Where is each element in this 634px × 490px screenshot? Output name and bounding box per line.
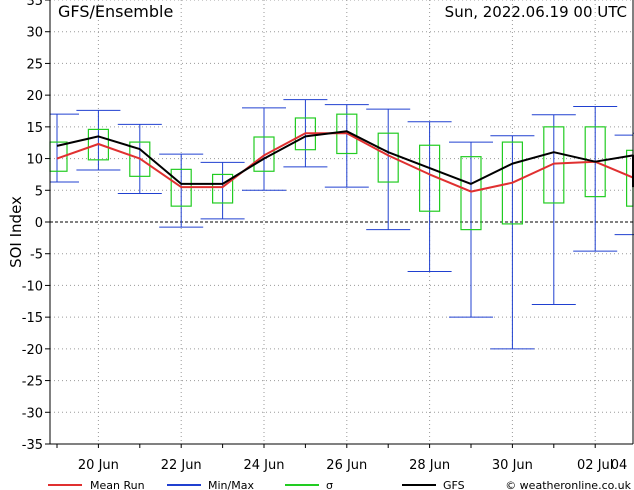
min-max-whisker — [573, 106, 618, 252]
x-tick-label: 26 Jun — [326, 458, 367, 473]
y-tick-label: 15 — [26, 121, 43, 136]
sigma-box — [377, 132, 399, 183]
min-max-whisker — [531, 114, 576, 305]
y-tick-label: -5 — [30, 248, 43, 263]
legend-label-sigma: σ — [326, 479, 333, 490]
y-tick-label: -35 — [22, 438, 43, 453]
sigma-box — [212, 173, 234, 204]
chart-title: GFS/Ensemble — [58, 2, 173, 21]
min-max-whisker — [407, 121, 452, 272]
legend-label-min-max: Min/Max — [208, 479, 254, 490]
x-tick-label: 28 Jun — [409, 458, 450, 473]
sigma-box — [543, 126, 565, 204]
y-tick-label: 30 — [26, 26, 43, 41]
run-date: Sun, 2022.06.19 00 UTC — [445, 3, 627, 21]
x-tick-label: 22 Jun — [161, 458, 202, 473]
sigma-box — [87, 128, 110, 161]
legend-label-gfs: GFS — [443, 479, 465, 490]
min-max-whisker — [200, 161, 245, 220]
x-tick-label: 20 Jun — [78, 458, 119, 473]
x-tick-label: 24 Jun — [244, 458, 285, 473]
y-tick-label: -20 — [22, 343, 43, 358]
y-axis: 35 30 25 20 15 10 5 0 -5 -10 -15 -20 -25 -30 -35 — [22, 0, 50, 453]
y-tick-label: 20 — [26, 89, 43, 104]
y-tick-label: -25 — [22, 375, 43, 390]
min-max-whisker — [159, 153, 204, 228]
x-tick-label: 30 Jun — [492, 458, 533, 473]
y-tick-label: 35 — [26, 0, 43, 9]
y-tick-label: -10 — [22, 279, 43, 294]
sigma-box — [460, 156, 482, 231]
x-tick-label: 04 — [611, 458, 628, 473]
plot-area — [49, 99, 634, 350]
gridlines — [50, 0, 633, 444]
legend: Mean Run Min/Max σ GFS © weatheronline.c… — [48, 479, 632, 490]
min-max-whisker — [366, 108, 411, 231]
y-tick-label: -15 — [22, 311, 43, 326]
y-tick-label: 25 — [26, 57, 43, 72]
y-tick-label: -30 — [22, 406, 43, 421]
x-axis: 20 Jun 22 Jun 24 Jun 26 Jun 28 Jun 30 Jun 02 J… — [56, 444, 628, 473]
min-max-whisker — [242, 107, 286, 191]
y-axis-label: SOI Index — [7, 196, 25, 268]
credit-text: © weatheronline.co.uk — [505, 479, 631, 490]
y-tick-label: 5 — [35, 184, 43, 199]
min-max-whisker — [324, 104, 369, 188]
y-tick-label: 0 — [35, 216, 43, 231]
x-tick-label: 02 Jul — [577, 458, 613, 473]
min-max-whisker — [490, 135, 535, 350]
series-line-mean-run — [56, 132, 634, 193]
sigma-box — [501, 141, 523, 225]
y-tick-label: 10 — [26, 153, 43, 168]
series-line-gfs — [56, 130, 634, 188]
sigma-box — [129, 141, 151, 177]
min-max-whisker — [614, 134, 633, 236]
legend-label-mean-run: Mean Run — [90, 479, 145, 490]
